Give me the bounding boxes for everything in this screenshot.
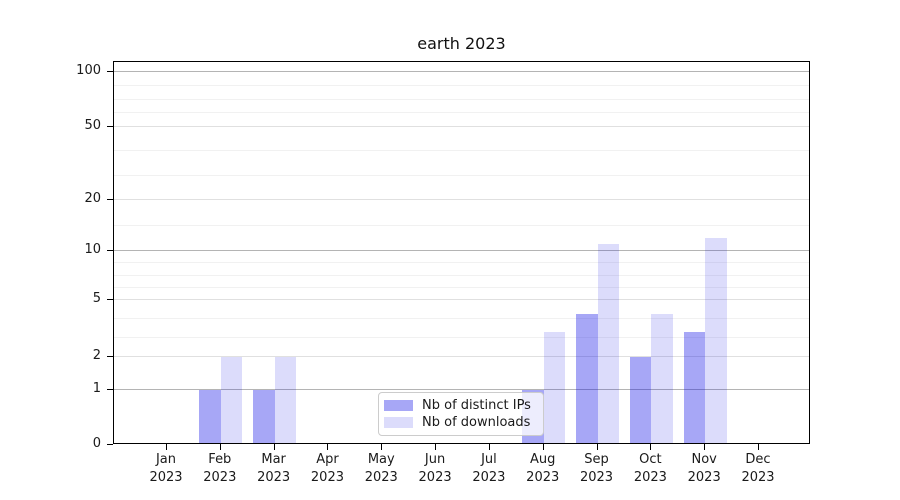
bar-downloads-feb (220, 357, 243, 443)
bar-distinct-ips-feb (199, 390, 221, 443)
bar-distinct-ips-oct (629, 357, 652, 443)
x-tick-mark-may (381, 444, 382, 450)
y-tick-mark-1 (107, 389, 113, 390)
x-tick-mark-jul (489, 444, 490, 450)
minor-gridline (114, 337, 809, 338)
y-tick-label-10: 10 (84, 242, 101, 257)
major-gridline-1 (114, 389, 809, 390)
minor-gridline (114, 224, 809, 226)
minor-gridline (114, 150, 809, 152)
y-tick-label-100: 100 (76, 63, 101, 78)
bar-downloads-mar (274, 357, 297, 443)
x-tick-mark-aug (543, 444, 544, 450)
x-tick-mark-feb (220, 444, 221, 450)
x-tick-mark-dec (758, 444, 759, 450)
legend-item-distinct-ips: Nb of distinct IPs (384, 398, 536, 413)
x-tick-label-aug: Aug 2023 (526, 452, 560, 485)
x-tick-mark-jun (435, 444, 436, 450)
x-tick-label-may: May 2023 (364, 452, 398, 485)
y-tick-mark-100 (107, 71, 113, 72)
major-gridline-50 (114, 126, 809, 127)
x-tick-label-mar: Mar 2023 (257, 452, 291, 485)
x-tick-mark-sep (597, 444, 598, 450)
major-gridline-2 (114, 356, 809, 357)
x-tick-label-jan: Jan 2023 (149, 452, 183, 485)
x-tick-label-oct: Oct 2023 (633, 452, 667, 485)
bar-downloads-nov (705, 237, 727, 443)
plot-area (113, 61, 810, 444)
legend-item-downloads: Nb of downloads (384, 415, 536, 430)
legend-swatch-distinct-ips-icon (384, 400, 413, 411)
bar-distinct-ips-sep (576, 313, 598, 443)
y-tick-label-0: 0 (92, 436, 101, 451)
bar-distinct-ips-mar (253, 390, 275, 443)
legend-label-downloads: Nb of downloads (422, 415, 531, 430)
y-tick-label-5: 5 (92, 291, 101, 306)
minor-gridline (114, 174, 809, 176)
minor-gridline (114, 98, 809, 100)
bar-downloads-oct (651, 313, 673, 443)
bar-downloads-aug (543, 331, 566, 443)
minor-gridline (114, 112, 809, 114)
chart-title: earth 2023 (417, 34, 506, 53)
y-tick-label-2: 2 (92, 348, 101, 363)
x-tick-label-feb: Feb 2023 (203, 452, 237, 485)
minor-gridline (114, 318, 809, 319)
major-gridline-100 (114, 71, 809, 72)
y-tick-mark-0 (107, 444, 113, 445)
y-tick-mark-20 (107, 199, 113, 200)
x-tick-label-sep: Sep 2023 (579, 452, 614, 485)
y-tick-label-20: 20 (84, 191, 101, 206)
y-tick-label-50: 50 (84, 118, 101, 133)
y-tick-mark-2 (107, 356, 113, 357)
x-tick-mark-mar (274, 444, 275, 450)
bar-distinct-ips-nov (683, 331, 706, 443)
legend-swatch-downloads-icon (384, 417, 413, 428)
major-gridline-5 (114, 299, 809, 300)
x-tick-mark-oct (650, 444, 651, 450)
x-tick-mark-jan (166, 444, 167, 450)
minor-gridline (114, 262, 809, 264)
x-tick-label-jun: Jun 2023 (418, 452, 452, 485)
major-gridline-10 (114, 250, 809, 251)
x-tick-label-dec: Dec 2023 (741, 452, 775, 485)
minor-gridline (114, 84, 809, 86)
major-gridline-20 (114, 199, 809, 200)
minor-gridline (114, 274, 809, 276)
y-tick-mark-50 (107, 126, 113, 127)
x-tick-mark-nov (704, 444, 705, 450)
x-tick-mark-apr (327, 444, 328, 450)
legend-label-distinct-ips: Nb of distinct IPs (422, 398, 531, 413)
legend: Nb of distinct IPs Nb of downloads (378, 392, 544, 436)
x-tick-label-apr: Apr 2023 (310, 452, 344, 485)
bar-downloads-sep (597, 243, 620, 443)
y-tick-mark-10 (107, 250, 113, 251)
x-tick-label-nov: Nov 2023 (687, 452, 721, 485)
x-tick-label-jul: Jul 2023 (472, 452, 506, 485)
y-tick-label-1: 1 (92, 381, 101, 396)
y-tick-mark-5 (107, 299, 113, 300)
minor-gridline (114, 286, 809, 288)
